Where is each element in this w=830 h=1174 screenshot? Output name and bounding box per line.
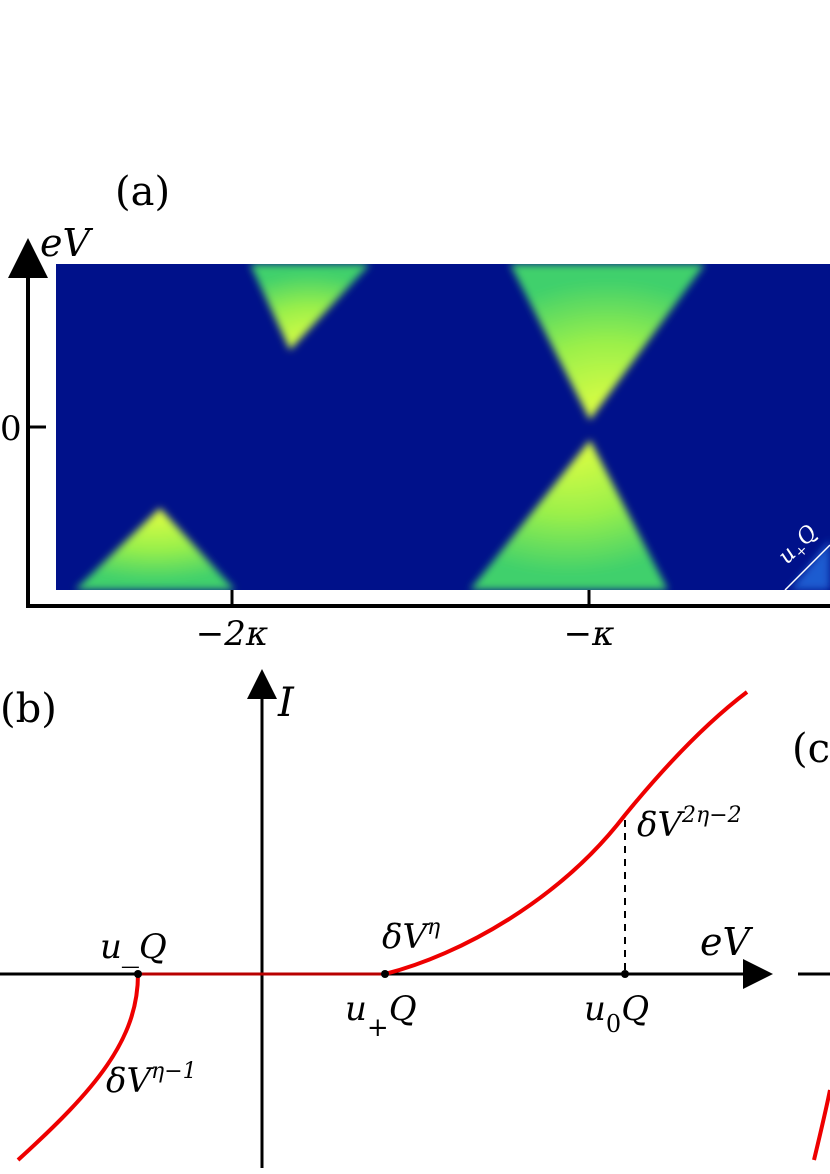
point-u-plus-q bbox=[381, 970, 389, 978]
current-curve-positive bbox=[384, 690, 749, 976]
label-u-minus-q: u_Q bbox=[100, 927, 167, 969]
panel-a-x-tick-label-1: −2κ bbox=[196, 614, 268, 654]
heatmap bbox=[56, 264, 830, 590]
point-u-zero-q bbox=[621, 970, 629, 978]
panel-a: (a) u+Q eV 0 −2κ −κ bbox=[0, 169, 830, 654]
panel-b: (b) I eV u_Q u+Q u0Q δVη δV2η−2 δVη−1 bbox=[0, 669, 773, 1168]
panel-a-x-tick-label-2: −κ bbox=[564, 614, 615, 654]
cone-lower-left bbox=[75, 508, 235, 590]
cone-upper-left bbox=[250, 264, 370, 350]
panel-b-y-axis-label: I bbox=[277, 680, 295, 726]
point-u-minus-q bbox=[134, 970, 142, 978]
annotation-delta-v-eta-minus-1: δVη−1 bbox=[106, 1059, 197, 1101]
panel-b-label: (b) bbox=[0, 686, 57, 732]
annotation-delta-v-eta: δVη bbox=[382, 915, 440, 957]
panel-a-label: (a) bbox=[115, 169, 170, 215]
panel-b-x-axis-label: eV bbox=[700, 920, 753, 964]
current-curve-negative bbox=[16, 973, 140, 1162]
u-plus-q-line bbox=[784, 544, 830, 590]
panel-c-label: (c bbox=[792, 726, 830, 772]
panel-c-curve bbox=[812, 1089, 830, 1161]
panel-c-partial: (c bbox=[792, 726, 830, 1161]
label-u-plus-q: u+Q bbox=[345, 989, 417, 1043]
annotation-delta-v-2eta-minus-2: δV2η−2 bbox=[637, 803, 742, 845]
cone-upper-center bbox=[510, 264, 705, 420]
cone-lower-center bbox=[470, 440, 668, 590]
panel-a-y-axis-label: eV bbox=[40, 221, 93, 265]
label-u-zero-q: u0Q bbox=[584, 989, 649, 1038]
panel-a-y-tick-label: 0 bbox=[0, 409, 22, 449]
